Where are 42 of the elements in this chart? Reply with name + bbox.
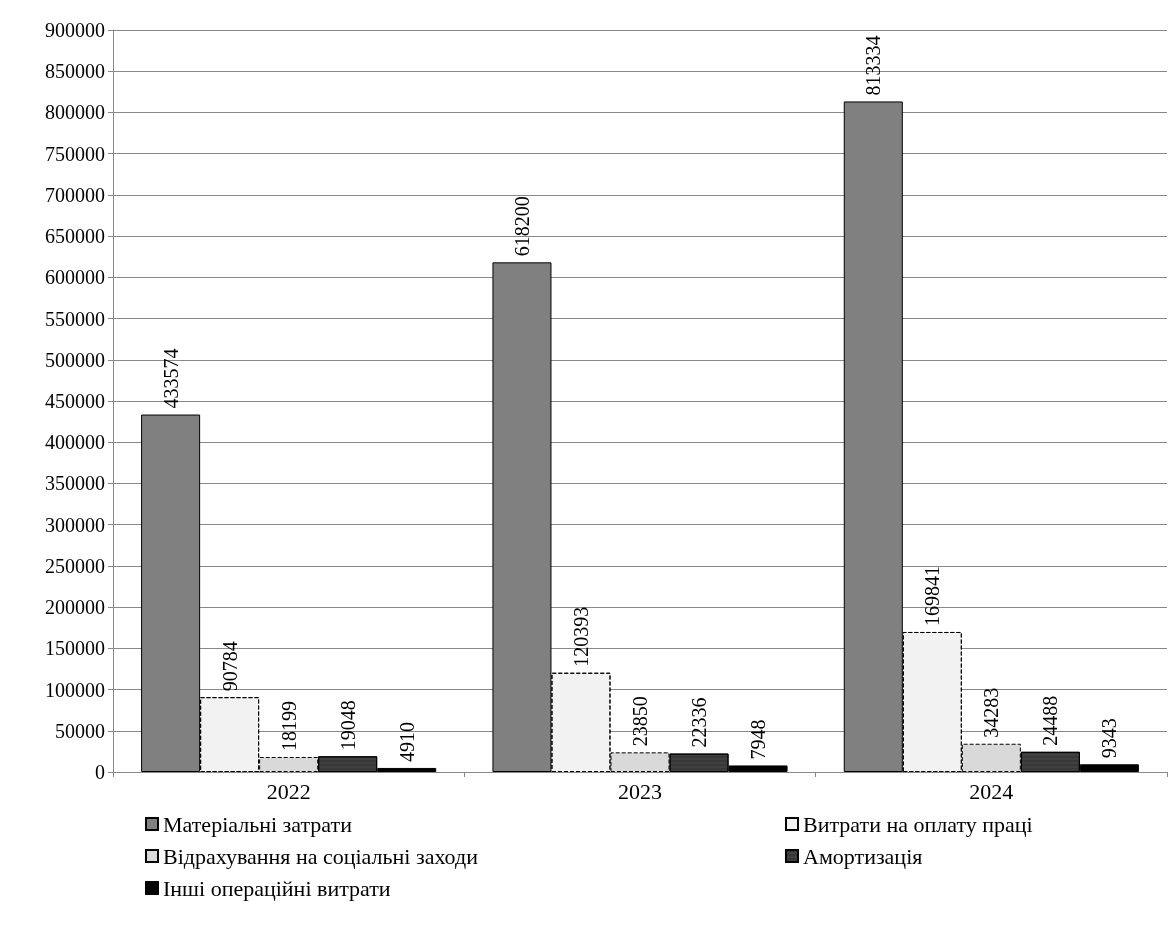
y-tick-label: 550000 — [45, 307, 105, 330]
data-label: 24488 — [1039, 695, 1062, 746]
data-label: 4910 — [395, 721, 418, 762]
legend-label: Інші операційні витрати — [163, 875, 391, 901]
y-tick-label: 400000 — [45, 431, 105, 454]
y-tick-label: 450000 — [45, 390, 105, 412]
data-label: 22336 — [688, 697, 711, 748]
data-label: 169841 — [921, 565, 944, 626]
y-tick-label: 700000 — [45, 183, 105, 206]
data-label: 23850 — [629, 696, 651, 747]
y-tick-label: 600000 — [45, 266, 105, 289]
y-tick-label: 150000 — [45, 637, 105, 660]
y-tick-label: 50000 — [55, 719, 105, 742]
data-label: 19048 — [336, 700, 359, 751]
y-tick-label: 850000 — [45, 60, 105, 83]
legend-label: Матеріальні затрати — [163, 811, 353, 837]
y-tick-label: 0 — [95, 761, 105, 783]
y-tick-label: 650000 — [45, 225, 105, 248]
data-label: 9343 — [1098, 718, 1121, 759]
data-label: 813334 — [862, 35, 885, 96]
y-tick-label: 500000 — [45, 348, 105, 371]
legend-label: Відрахування на соціальні заходи — [163, 843, 479, 869]
x-tick-label: 2022 — [266, 778, 311, 804]
y-tick-label: 750000 — [45, 142, 105, 165]
data-label: 618200 — [510, 196, 533, 257]
data-label: 433574 — [159, 348, 182, 409]
data-label: 34283 — [980, 687, 1003, 738]
x-tick-label: 2023 — [618, 778, 662, 804]
x-tick-label: 2024 — [969, 778, 1014, 804]
y-tick-label: 800000 — [45, 101, 105, 124]
legend-label: Витрати на оплату праці — [803, 811, 1033, 837]
y-tick-label: 350000 — [45, 472, 105, 495]
data-label: 18199 — [277, 701, 300, 751]
y-tick-label: 250000 — [45, 554, 105, 577]
data-label: 120393 — [569, 606, 592, 667]
y-tick-label: 300000 — [45, 513, 105, 536]
data-label: 90784 — [218, 641, 241, 692]
legend-label: Амортизація — [803, 843, 923, 869]
data-label: 7948 — [747, 719, 770, 760]
y-tick-label: 100000 — [45, 678, 105, 701]
y-tick-label: 200000 — [45, 596, 105, 619]
y-tick-label: 900000 — [45, 19, 105, 41]
